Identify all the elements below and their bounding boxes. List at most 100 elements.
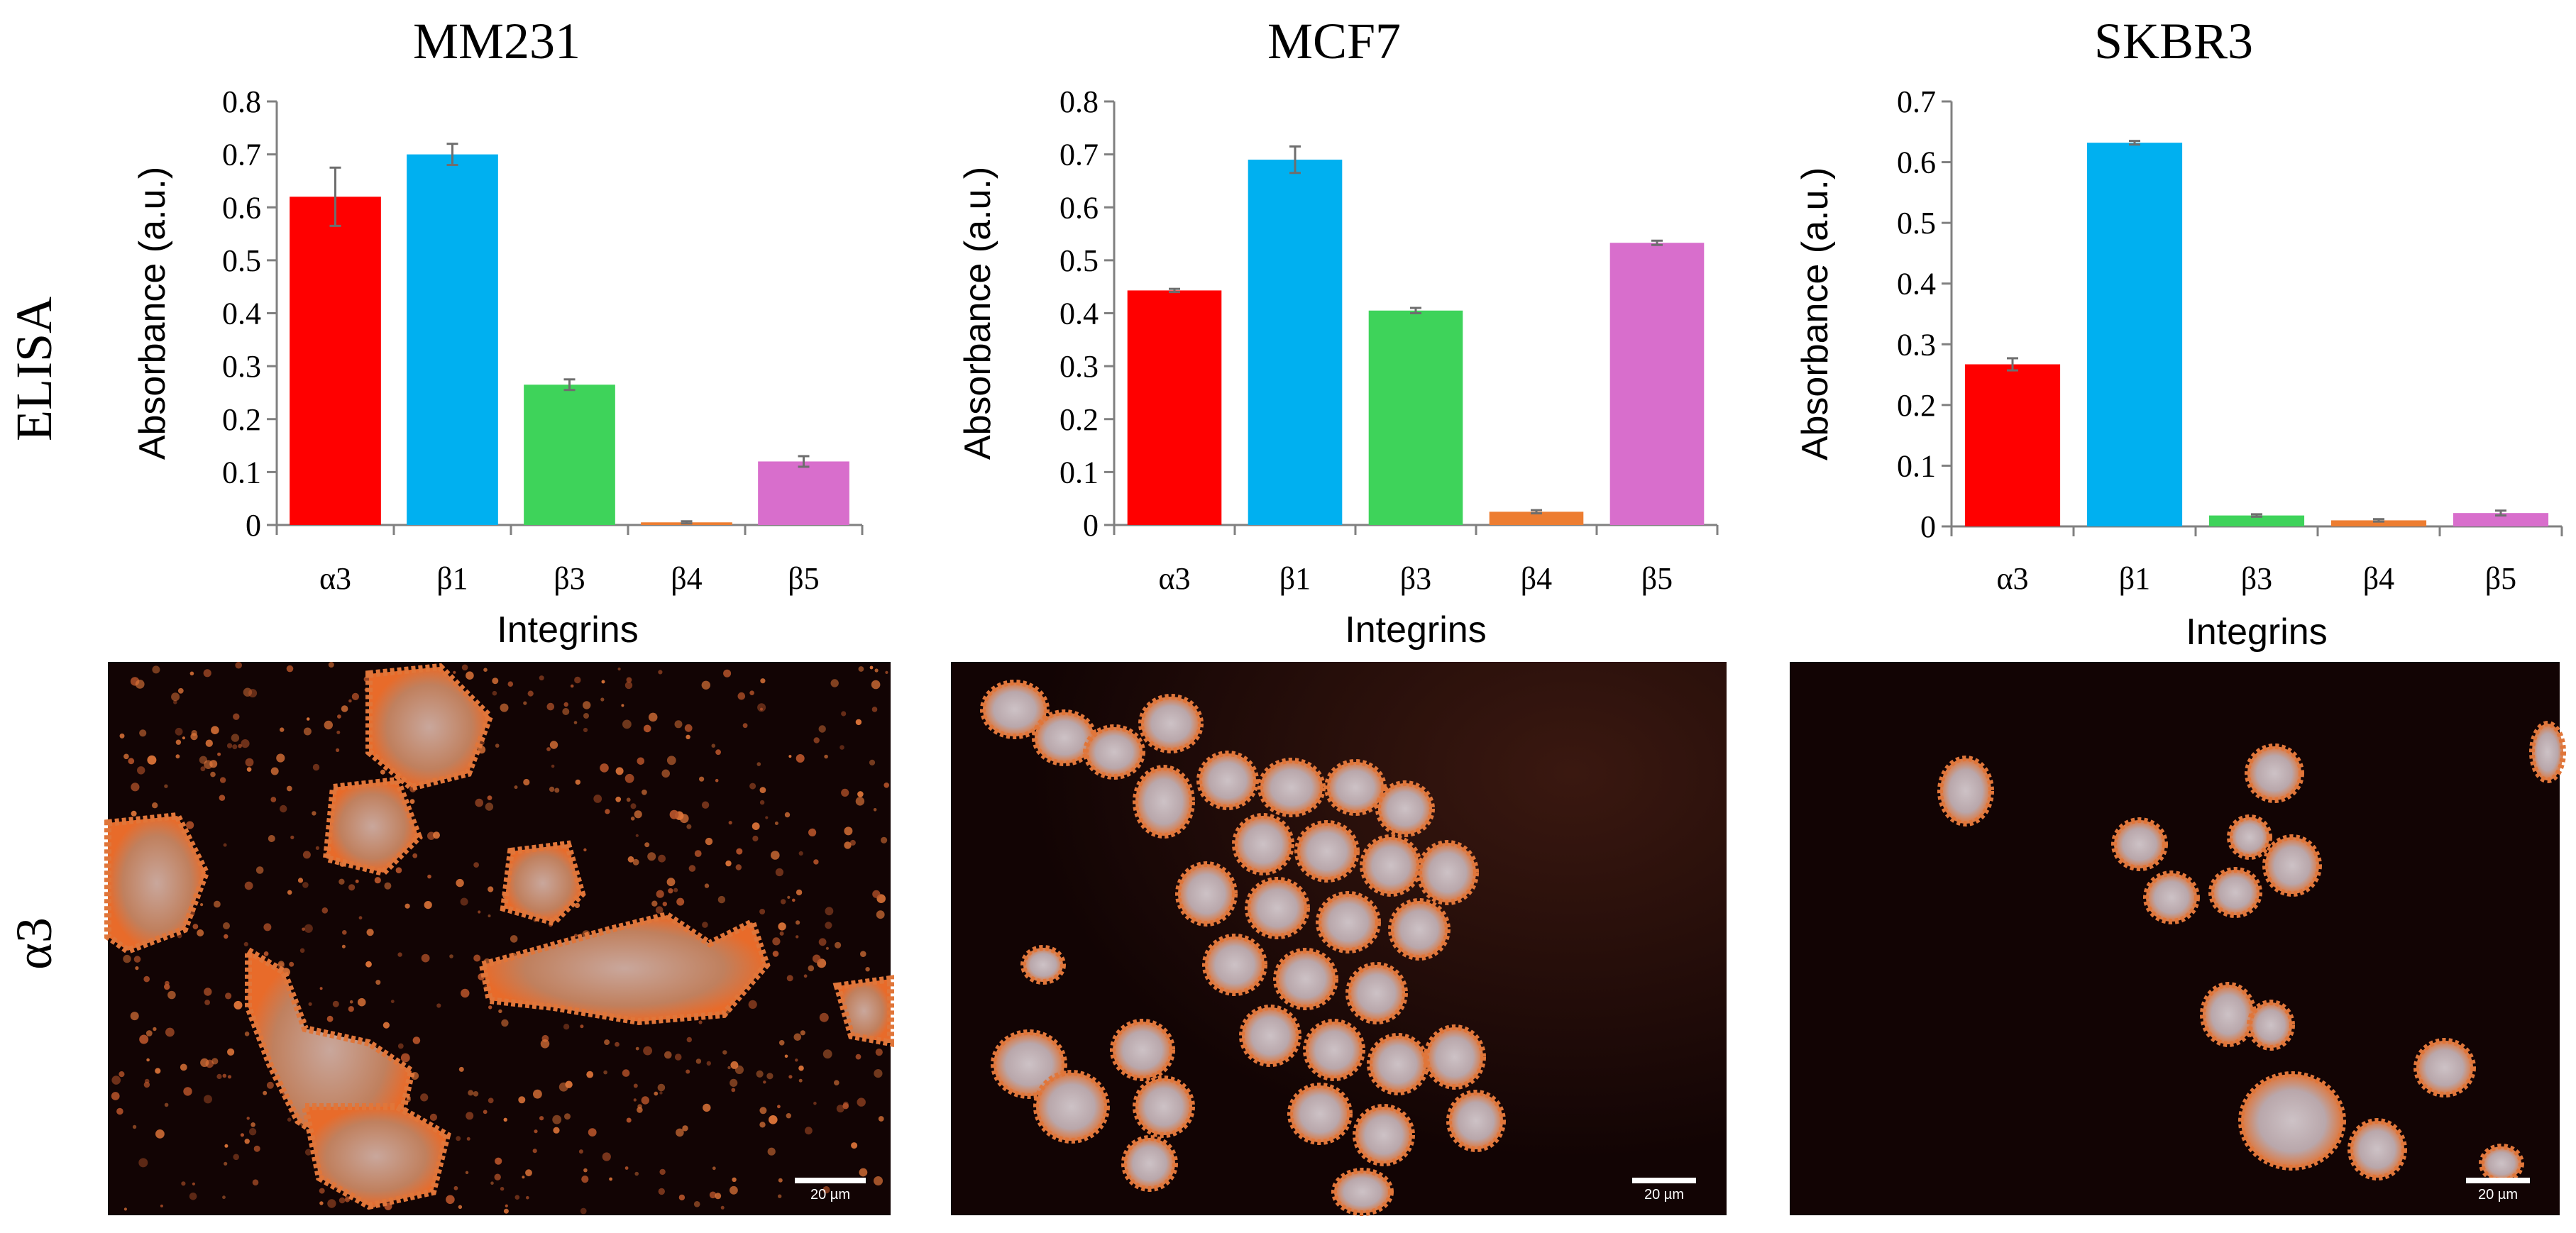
speckle <box>760 707 763 711</box>
speckle <box>427 874 431 879</box>
bar-2 <box>524 385 615 525</box>
speckle <box>698 1020 703 1024</box>
x-tick-label: α3 <box>1158 561 1190 596</box>
speckle <box>563 1024 570 1030</box>
speckle <box>885 670 888 675</box>
speckle <box>348 884 356 891</box>
speckle <box>241 739 250 748</box>
chart-title: SKBR3 <box>2094 13 2253 70</box>
speckle <box>338 1197 346 1204</box>
speckle <box>233 713 240 720</box>
y-tick-label: 0.2 <box>1897 388 1936 423</box>
speckle <box>624 1166 629 1170</box>
speckle <box>152 665 160 674</box>
speckle <box>706 1061 711 1066</box>
speckle <box>181 1181 186 1186</box>
speckle <box>210 771 216 778</box>
speckle <box>251 1122 255 1127</box>
speckle <box>539 1116 544 1121</box>
speckle <box>449 954 453 958</box>
x-tick-label: β3 <box>554 561 585 596</box>
speckle <box>855 719 862 726</box>
y-tick-label: 0.7 <box>222 138 261 172</box>
speckle <box>495 743 500 748</box>
bar-4 <box>1609 243 1705 525</box>
speckle <box>204 1000 210 1005</box>
speckle <box>704 883 710 888</box>
speckle <box>248 689 258 698</box>
speckle <box>759 1107 767 1115</box>
speckle <box>139 729 147 737</box>
speckle <box>456 878 464 888</box>
speckle <box>357 997 366 1007</box>
y-tick-label: 0.5 <box>1897 206 1936 240</box>
speckle <box>224 1161 228 1166</box>
speckle <box>695 1058 702 1064</box>
speckle <box>365 961 372 968</box>
speckle <box>621 704 624 707</box>
x-tick-label: β1 <box>2119 561 2150 596</box>
speckle <box>505 1204 508 1207</box>
speckle <box>825 922 832 929</box>
speckle <box>805 1127 813 1135</box>
speckle <box>534 1129 538 1134</box>
speckle <box>600 763 609 773</box>
speckle <box>686 824 692 829</box>
speckle <box>286 785 292 792</box>
speckle <box>224 934 229 939</box>
speckle <box>211 1058 219 1065</box>
speckle <box>189 671 194 676</box>
micrograph-mm231: 20 µm <box>104 661 894 1215</box>
speckle <box>231 734 240 742</box>
speckle <box>312 763 320 771</box>
speckle <box>203 669 211 678</box>
speckle <box>581 1176 589 1183</box>
speckle <box>813 859 819 865</box>
speckle <box>551 764 555 768</box>
speckle <box>777 1105 781 1109</box>
speckle <box>825 907 834 916</box>
speckle <box>869 665 874 670</box>
speckle <box>715 1193 722 1200</box>
speckle <box>834 1080 840 1085</box>
speckle <box>686 1069 690 1074</box>
speckle <box>647 852 656 861</box>
speckle <box>304 924 313 933</box>
speckle <box>688 865 696 872</box>
speckle <box>635 1046 639 1051</box>
speckle <box>658 670 663 675</box>
speckle <box>651 900 658 907</box>
speckle <box>648 712 658 722</box>
speckle <box>116 1107 123 1115</box>
speckle <box>578 1149 583 1154</box>
speckle <box>219 795 226 801</box>
speckle <box>781 899 786 905</box>
y-tick-label: 0.1 <box>1059 455 1099 490</box>
speckle <box>583 701 591 709</box>
speckle <box>860 951 866 957</box>
y-axis-label: Absorbance (a.u.) <box>1795 167 1836 460</box>
speckle <box>602 1152 611 1161</box>
speckle <box>175 754 180 759</box>
speckle <box>836 1105 844 1113</box>
scale-bar-label: 20 µm <box>1644 1187 1684 1202</box>
speckle <box>711 743 716 748</box>
speckle <box>308 1002 312 1006</box>
speckle <box>844 841 852 849</box>
speckle <box>490 1181 494 1185</box>
scale-bar-label: 20 µm <box>810 1187 850 1202</box>
speckle <box>830 679 839 687</box>
speckle <box>167 990 176 1000</box>
x-axis-label: Integrins <box>2186 612 2327 653</box>
speckle <box>798 851 803 856</box>
speckle <box>503 1117 507 1122</box>
speckle <box>177 687 184 694</box>
speckle <box>458 1066 464 1072</box>
speckle <box>321 907 329 914</box>
speckle <box>382 1022 390 1029</box>
speckle <box>355 879 359 883</box>
speckle <box>412 1036 421 1044</box>
speckle <box>748 1000 757 1009</box>
speckle <box>583 727 588 733</box>
row-label-elisa: ELISA <box>6 297 62 441</box>
